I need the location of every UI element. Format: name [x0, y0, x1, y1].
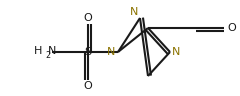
Text: O: O — [227, 23, 236, 33]
Text: N: N — [172, 47, 180, 57]
Text: N: N — [48, 46, 56, 56]
Text: O: O — [84, 81, 92, 91]
Text: H: H — [34, 46, 42, 56]
Text: O: O — [84, 13, 92, 23]
Text: N: N — [107, 47, 115, 57]
Text: S: S — [84, 47, 92, 57]
Text: 2: 2 — [45, 50, 50, 60]
Text: N: N — [130, 7, 138, 17]
